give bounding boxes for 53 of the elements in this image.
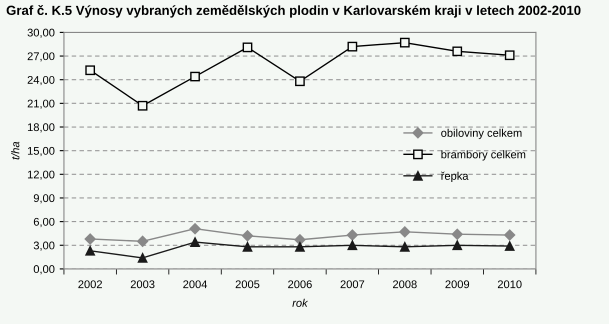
point (346, 229, 358, 241)
point (452, 228, 463, 240)
point (400, 242, 410, 252)
legend-label: brambory celkem (441, 150, 526, 161)
x-tick-label: 2006 (288, 280, 312, 288)
x-tick-label: 2003 (130, 280, 154, 288)
point (452, 46, 462, 56)
y-tick-label: 24,00 (28, 76, 54, 86)
y-tick-label: 18,00 (28, 123, 54, 132)
point (504, 241, 515, 251)
x-tick-label: 2004 (183, 280, 208, 288)
point (85, 65, 96, 76)
point (504, 50, 515, 60)
point (400, 38, 410, 48)
x-tick-label: 2010 (498, 280, 522, 288)
point (348, 42, 358, 52)
point (85, 246, 96, 256)
legend-label: řepka (441, 172, 469, 182)
point (504, 229, 516, 241)
point (138, 253, 148, 263)
legend-label: obiloviny celkem (441, 128, 522, 140)
point (84, 233, 96, 245)
y-tick-label: 6,00 (34, 218, 54, 228)
x-tick-label: 2008 (393, 280, 417, 288)
point (138, 100, 148, 111)
point (242, 242, 252, 252)
y-tick-label: 21,00 (28, 100, 54, 109)
chart-title: Graf č. K.5 Výnosy vybraných zemědělských plodin v Karlovarském kraji v letech 2002-2010 (6, 5, 581, 18)
point (348, 240, 358, 250)
y-tick-label: 30,00 (28, 28, 54, 38)
point (189, 223, 201, 234)
x-tick-label: 2007 (340, 280, 364, 288)
y-tick-label: 27,00 (28, 52, 54, 62)
x-tick-label: 2005 (236, 280, 260, 288)
y-tick-label: 0,00 (34, 265, 54, 274)
point (295, 242, 305, 252)
point (190, 72, 200, 82)
point (295, 76, 305, 86)
y-tick-label: 3,00 (34, 242, 54, 251)
point (242, 230, 254, 242)
point (190, 237, 200, 247)
point (137, 236, 148, 247)
y-tick-label: 12,00 (28, 170, 54, 180)
point (452, 240, 462, 250)
y-axis-title: t/ha (11, 142, 20, 160)
point (294, 234, 306, 246)
x-tick-label: 2009 (445, 280, 470, 288)
point (399, 226, 410, 238)
y-tick-label: 15,00 (28, 146, 54, 156)
y-tick-label: 9,00 (34, 194, 54, 204)
point (242, 42, 252, 52)
x-tick-label: 2002 (78, 280, 102, 288)
x-axis-title: rok (292, 298, 308, 307)
